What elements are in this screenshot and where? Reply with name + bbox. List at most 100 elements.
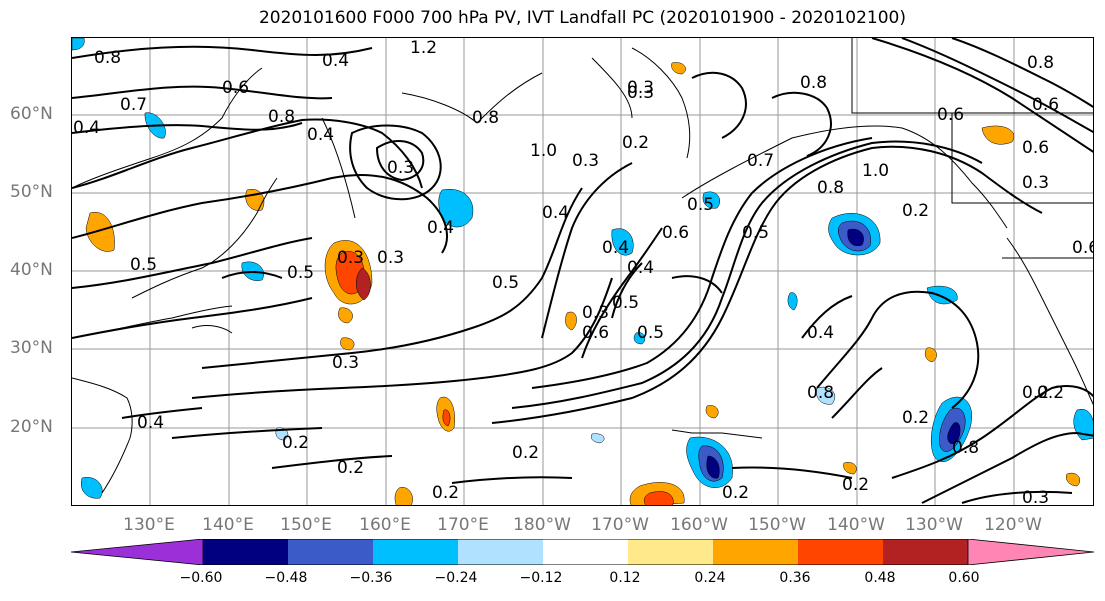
lat-label: 40°N: [10, 260, 53, 280]
contour-label: 0.8: [1027, 53, 1054, 73]
colorbar-tick: 0.12: [609, 570, 641, 586]
contour-label: 0.2: [1037, 383, 1064, 403]
fill-patch: [611, 228, 634, 256]
contour-label: 0.3: [1022, 488, 1049, 506]
contour-label: 0.3: [337, 248, 364, 268]
fill-patch: [80, 477, 103, 499]
colorbar-segment: [798, 539, 883, 565]
lat-label: 60°N: [10, 104, 53, 124]
colorbar-segment: [373, 539, 458, 565]
contour-label: 0.3: [627, 78, 654, 98]
lat-label: 30°N: [10, 338, 53, 358]
fill-patch: [705, 405, 719, 419]
colorbar-tick: 0.36: [779, 570, 811, 586]
lon-label: 140°E: [202, 515, 254, 535]
contour-label: 0.4: [542, 203, 569, 223]
contour-label: 0.5: [287, 263, 314, 283]
colorbar-segment: [543, 539, 628, 565]
contour-label: 1.0: [530, 141, 557, 161]
contour-label: 0.3: [377, 248, 404, 268]
lon-label: 170°W: [591, 515, 649, 535]
contour-label: 0.8: [268, 107, 295, 127]
fill-patch: [981, 125, 1015, 145]
fill-patch: [706, 455, 720, 479]
contour-label: 0.3: [332, 353, 359, 373]
fill-patch: [643, 491, 674, 505]
contour-label: 0.2: [337, 458, 364, 478]
fill-patch: [338, 307, 353, 324]
contour-label: 0.3: [572, 151, 599, 171]
contour-label: 0.4: [307, 125, 334, 145]
contour-label: 0.3: [582, 303, 609, 323]
fill-patch: [442, 409, 451, 427]
contour-label: 0.6: [662, 223, 689, 243]
lat-label: 50°N: [10, 182, 53, 202]
contour-label: 0.3: [1022, 173, 1049, 193]
fill-patch: [438, 188, 474, 228]
lon-label: 140°W: [827, 515, 885, 535]
colorbar-tick: −0.12: [519, 570, 563, 586]
fill-patch: [85, 212, 115, 252]
fill-patch: [394, 487, 413, 505]
contour-label: 0.2: [902, 408, 929, 428]
contour-label: 0.3: [387, 158, 414, 178]
colorbar-tick: 0.60: [948, 570, 980, 586]
fill-patch: [816, 386, 836, 405]
contour-label: 0.8: [800, 73, 827, 93]
lon-label: 150°W: [748, 515, 806, 535]
fill-patch: [702, 191, 720, 209]
contour-label: 0.6: [222, 78, 249, 98]
contour-label: 0.2: [722, 483, 749, 503]
fill-patch: [843, 462, 857, 475]
contour-label: 0.2: [622, 133, 649, 153]
contour-label: 0.2: [1022, 383, 1049, 403]
figure-title: 2020101600 F000 700 hPa PV, IVT Landfall…: [258, 8, 906, 28]
contour-label: 1.0: [862, 161, 889, 181]
lon-label: 170°E: [437, 515, 489, 535]
contour-label: 0.8: [952, 438, 979, 458]
colorbar-segment: [713, 539, 798, 565]
contour-label: 0.6: [937, 105, 964, 125]
contour-label: 0.8: [94, 48, 121, 68]
contour-label: 0.5: [687, 195, 714, 215]
fill-patch: [340, 337, 355, 351]
contour-label: 0.5: [742, 223, 769, 243]
coastlines: [72, 38, 1093, 494]
lon-label: 120°W: [984, 515, 1042, 535]
contour-label: 0.2: [512, 443, 539, 463]
contour-label: 0.2: [842, 475, 869, 495]
contour-label: 0.4: [602, 238, 629, 258]
lon-label: 130°W: [905, 515, 963, 535]
contour-label: 0.4: [807, 323, 834, 343]
contour-label: 0.8: [817, 178, 844, 198]
colorbar-segment: [458, 539, 543, 565]
contour-label: 0.5: [492, 273, 519, 293]
contour-label: 0.6: [1072, 238, 1094, 258]
lon-label: 180°W: [513, 515, 571, 535]
colorbar-tick: 0.24: [694, 570, 726, 586]
contour-label: 1.2: [410, 38, 437, 58]
fill-patch: [926, 285, 958, 305]
colorbar-tick: 0.48: [864, 570, 896, 586]
colorbar-segment: [70, 538, 204, 566]
contour-label: 0.2: [282, 433, 309, 453]
colorbar-tick: −0.24: [434, 570, 478, 586]
map-panel: 0.8 1.2 0.6 0.7 0.8 0.3 0.4 0.5 0.8 0.2 0.3 1.0 0.8 0…: [71, 37, 1094, 506]
colorbar-segment: [883, 539, 968, 565]
fill-patch: [633, 332, 646, 345]
contour-label: 0.7: [120, 95, 147, 115]
fill-patch: [356, 267, 371, 301]
fill-patch: [1066, 472, 1081, 487]
contour-labels: 0.8 1.2 0.6 0.7 0.8 0.3 0.4 0.5 0.8 0.2 0.3 1.0 0.8 0…: [73, 38, 1094, 506]
contour-label: 0.3: [627, 83, 654, 103]
lat-label: 20°N: [10, 417, 53, 437]
contour-label: 0.8: [472, 108, 499, 128]
colorbar-tick: −0.36: [349, 570, 393, 586]
fill-patch: [671, 62, 686, 75]
contour-label: 0.7: [747, 151, 774, 171]
lon-label: 150°E: [280, 515, 332, 535]
contour-label: 0.2: [432, 483, 459, 503]
contour-label: 0.5: [612, 293, 639, 313]
lon-label: 160°W: [670, 515, 728, 535]
fill-patch: [72, 38, 85, 51]
